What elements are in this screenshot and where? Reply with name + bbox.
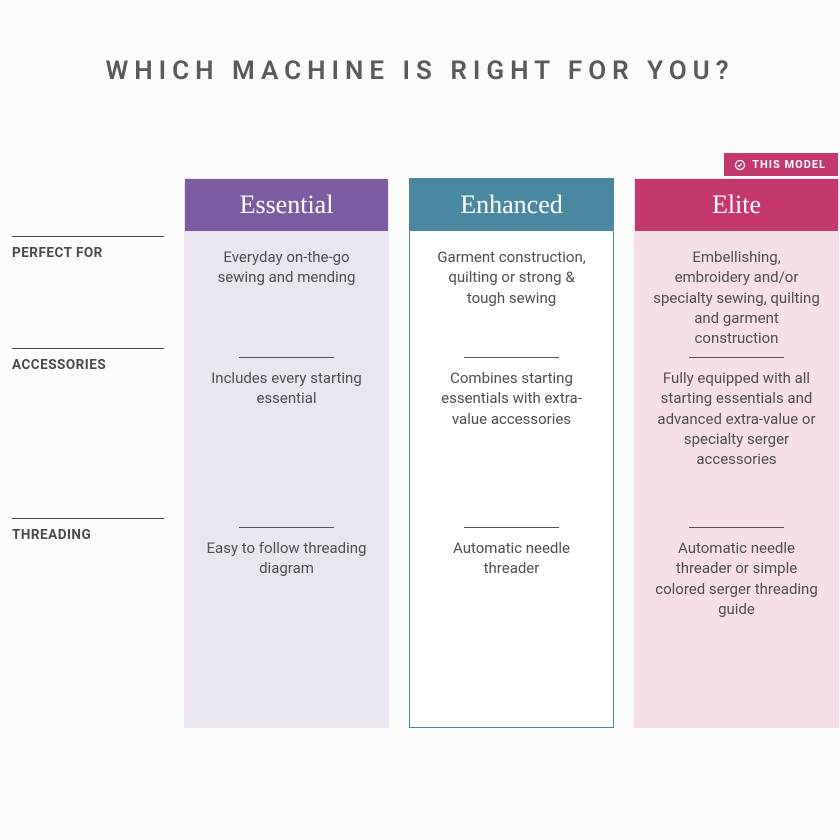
- cell-text: Fully equipped with all starting essenti…: [653, 368, 820, 469]
- divider: [464, 527, 559, 528]
- column-body-essential: Everyday on-the-go sewing and mending In…: [185, 231, 388, 727]
- cell-text: Combines starting essentials with extra-…: [428, 368, 595, 429]
- cell-text: Includes every starting essential: [203, 368, 370, 409]
- column-essential: Essential Everyday on-the-go sewing and …: [184, 178, 389, 728]
- column-body-elite: Embellishing, embroidery and/or specialt…: [635, 231, 838, 727]
- column-enhanced: Enhanced Garment construction, quilting …: [409, 178, 614, 728]
- cell-elite-threading: Automatic needle threader or simple colo…: [653, 527, 820, 619]
- this-model-badge: THIS MODEL: [724, 153, 838, 176]
- cell-text: Automatic needle threader or simple colo…: [653, 538, 820, 619]
- column-body-enhanced: Garment construction, quilting or strong…: [410, 231, 613, 727]
- cell-text: Automatic needle threader: [428, 538, 595, 579]
- column-header-enhanced: Enhanced: [410, 179, 613, 231]
- divider: [689, 527, 784, 528]
- badge-text: THIS MODEL: [752, 158, 826, 171]
- divider: [689, 357, 784, 358]
- cell-text: Easy to follow threading diagram: [203, 538, 370, 579]
- divider: [464, 357, 559, 358]
- page-title: WHICH MACHINE IS RIGHT FOR YOU?: [0, 56, 840, 86]
- divider: [239, 357, 334, 358]
- cell-text: Garment construction, quilting or strong…: [428, 247, 595, 308]
- comparison-grid: PERFECT FOR ACCESSORIES THREADING Essent…: [0, 178, 840, 728]
- row-labels: PERFECT FOR ACCESSORIES THREADING: [12, 178, 164, 543]
- cell-elite-accessories: Fully equipped with all starting essenti…: [653, 357, 820, 527]
- cell-text: Embellishing, embroidery and/or specialt…: [653, 247, 820, 348]
- column-header-elite: Elite: [635, 179, 838, 231]
- cell-essential-perfect-for: Everyday on-the-go sewing and mending: [203, 245, 370, 357]
- cell-enhanced-accessories: Combines starting essentials with extra-…: [428, 357, 595, 527]
- comparison-page: WHICH MACHINE IS RIGHT FOR YOU? PERFECT …: [0, 0, 840, 840]
- cell-elite-perfect-for: Embellishing, embroidery and/or specialt…: [653, 245, 820, 357]
- column-elite: THIS MODEL Elite Embellishing, embroider…: [634, 178, 839, 728]
- cell-text: Everyday on-the-go sewing and mending: [203, 247, 370, 288]
- divider: [239, 527, 334, 528]
- cell-essential-threading: Easy to follow threading diagram: [203, 527, 370, 579]
- row-label-accessories: ACCESSORIES: [12, 348, 164, 518]
- cell-enhanced-perfect-for: Garment construction, quilting or strong…: [428, 245, 595, 357]
- column-header-essential: Essential: [185, 179, 388, 231]
- row-label-threading: THREADING: [12, 518, 164, 543]
- cell-enhanced-threading: Automatic needle threader: [428, 527, 595, 579]
- row-label-perfect-for: PERFECT FOR: [12, 236, 164, 348]
- cell-essential-accessories: Includes every starting essential: [203, 357, 370, 527]
- check-circle-icon: [734, 159, 746, 171]
